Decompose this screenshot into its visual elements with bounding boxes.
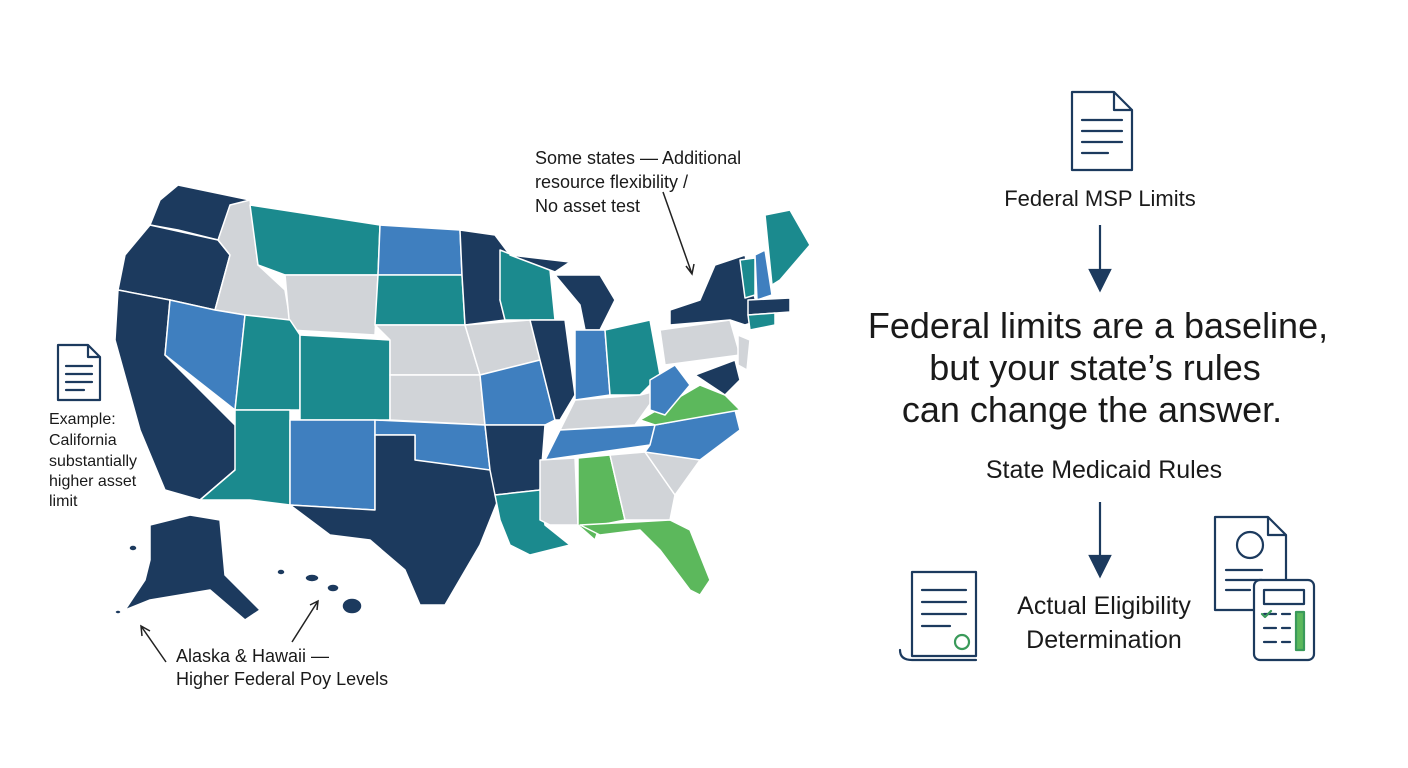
flow-step: Actual Eligibility (1017, 592, 1191, 620)
flow-step: Federal MSP Limits (1004, 186, 1196, 211)
annotation: higher asset (49, 473, 137, 490)
annotation: limit (49, 493, 78, 510)
doc-icon-left (56, 343, 102, 402)
flow-step: State Medicaid Rules (986, 456, 1222, 484)
annotation: Alaska & Hawaii — (176, 646, 329, 666)
us-map (114, 184, 811, 621)
document-calculator-icon (1213, 515, 1316, 662)
annotation: Some states — Additional (535, 148, 741, 168)
annotation: Higher Federal Poy Levels (176, 669, 388, 689)
flow-step: Determination (1026, 626, 1182, 654)
annotation: No asset test (535, 196, 640, 216)
flow-arrow (1088, 225, 1112, 579)
arrows (140, 191, 695, 663)
annotation: California (49, 432, 117, 449)
doc-icon-top (1070, 90, 1134, 172)
annotation: substantially (49, 453, 137, 470)
annotation: resource flexibility / (535, 172, 688, 192)
annotation: Example: (49, 411, 116, 428)
headline: but your state’s rules (929, 347, 1261, 388)
headline: can change the answer. (902, 389, 1282, 430)
certificate-icon (898, 570, 978, 662)
headline: Federal limits are a baseline, (868, 305, 1328, 346)
